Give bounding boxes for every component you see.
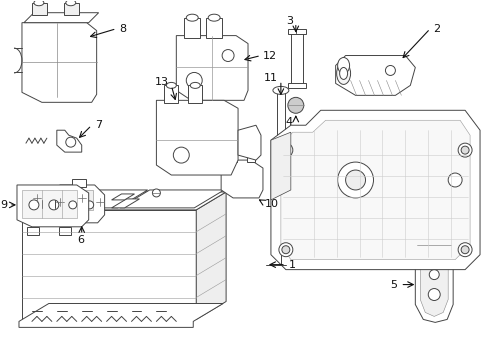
Polygon shape xyxy=(112,194,134,200)
Ellipse shape xyxy=(167,82,176,89)
Circle shape xyxy=(429,270,439,280)
Bar xyxy=(32,3,47,15)
Circle shape xyxy=(461,246,469,254)
Circle shape xyxy=(152,189,160,197)
Bar xyxy=(27,227,39,235)
Polygon shape xyxy=(336,55,416,95)
Ellipse shape xyxy=(190,82,200,89)
Bar xyxy=(288,84,306,89)
Text: 8: 8 xyxy=(120,24,127,33)
Circle shape xyxy=(66,137,76,147)
Polygon shape xyxy=(281,120,470,260)
Circle shape xyxy=(288,97,304,113)
Circle shape xyxy=(345,170,366,190)
Bar xyxy=(184,18,200,37)
Bar xyxy=(164,85,178,103)
Circle shape xyxy=(458,243,472,257)
Bar xyxy=(247,148,255,162)
Ellipse shape xyxy=(230,146,236,150)
Polygon shape xyxy=(156,100,238,175)
Ellipse shape xyxy=(186,14,198,21)
Polygon shape xyxy=(112,199,140,208)
Text: 12: 12 xyxy=(263,50,277,60)
Text: 3: 3 xyxy=(286,16,293,26)
Polygon shape xyxy=(271,110,480,270)
Bar xyxy=(206,18,222,37)
Circle shape xyxy=(282,146,290,154)
Ellipse shape xyxy=(338,58,349,73)
Bar xyxy=(288,29,306,33)
Text: 11: 11 xyxy=(264,73,278,84)
Ellipse shape xyxy=(337,63,350,84)
Polygon shape xyxy=(196,192,226,319)
Circle shape xyxy=(428,289,440,301)
Circle shape xyxy=(69,201,77,209)
Circle shape xyxy=(458,143,472,157)
Circle shape xyxy=(461,146,469,154)
Circle shape xyxy=(282,246,290,254)
Bar xyxy=(72,179,86,187)
Ellipse shape xyxy=(208,14,220,21)
Circle shape xyxy=(186,72,202,89)
Circle shape xyxy=(49,200,59,210)
Text: 5: 5 xyxy=(391,280,397,289)
Polygon shape xyxy=(57,130,82,152)
Polygon shape xyxy=(120,190,224,208)
Bar xyxy=(277,90,285,145)
Text: 7: 7 xyxy=(95,120,102,130)
Polygon shape xyxy=(24,190,147,208)
Polygon shape xyxy=(22,23,97,102)
Polygon shape xyxy=(22,192,226,210)
Text: 13: 13 xyxy=(154,77,169,87)
Bar xyxy=(229,148,237,162)
Circle shape xyxy=(279,243,293,257)
Circle shape xyxy=(222,50,234,62)
Polygon shape xyxy=(238,125,261,160)
Polygon shape xyxy=(416,205,453,323)
Ellipse shape xyxy=(248,146,254,150)
Polygon shape xyxy=(176,36,248,100)
Circle shape xyxy=(338,162,373,198)
Circle shape xyxy=(279,143,293,157)
Text: 2: 2 xyxy=(433,24,441,33)
Ellipse shape xyxy=(66,0,76,6)
Circle shape xyxy=(29,200,39,210)
Text: 1: 1 xyxy=(289,260,296,270)
Bar xyxy=(64,3,79,15)
Polygon shape xyxy=(42,194,65,200)
Bar xyxy=(188,85,202,103)
Polygon shape xyxy=(24,13,98,23)
Polygon shape xyxy=(60,185,105,223)
Ellipse shape xyxy=(273,86,289,94)
Polygon shape xyxy=(221,160,263,198)
Ellipse shape xyxy=(34,0,44,6)
Polygon shape xyxy=(42,199,70,208)
Circle shape xyxy=(386,66,395,76)
Polygon shape xyxy=(22,210,196,319)
Polygon shape xyxy=(420,210,448,316)
Circle shape xyxy=(429,250,439,260)
Bar xyxy=(291,31,303,85)
Circle shape xyxy=(66,201,74,209)
Polygon shape xyxy=(19,303,223,327)
Text: 9: 9 xyxy=(0,200,7,210)
Bar xyxy=(65,190,93,210)
Circle shape xyxy=(86,201,94,209)
Bar xyxy=(22,190,77,218)
Circle shape xyxy=(448,173,462,187)
Bar xyxy=(275,142,287,150)
Text: 10: 10 xyxy=(265,199,279,209)
Ellipse shape xyxy=(340,67,347,80)
Circle shape xyxy=(427,223,441,237)
Text: 6: 6 xyxy=(78,235,85,245)
Bar xyxy=(59,227,71,235)
Polygon shape xyxy=(271,132,291,200)
Polygon shape xyxy=(17,185,89,227)
Text: 4: 4 xyxy=(286,117,293,127)
Ellipse shape xyxy=(275,142,287,148)
Circle shape xyxy=(173,147,189,163)
